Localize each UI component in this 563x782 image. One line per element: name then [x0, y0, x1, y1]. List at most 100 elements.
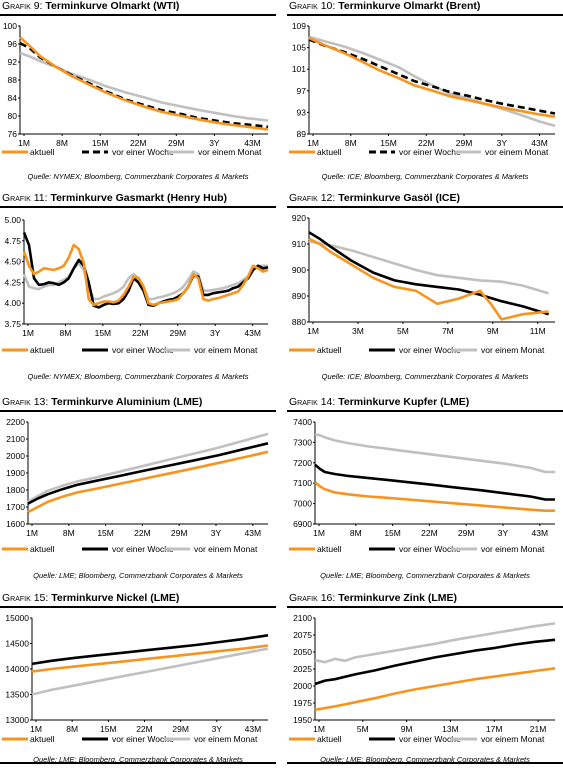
current-legend-label: aktuell	[317, 147, 342, 157]
panel-title: Grafik 13: Terminkurve Aluminium (LME)	[2, 396, 202, 408]
chart-source: Quelle: LME; Bloomberg, Commerzbank Corp…	[33, 755, 243, 764]
y-tick-label: 7200	[293, 458, 312, 468]
x-tick-label: 29M	[456, 138, 473, 148]
y-tick-label: 7000	[293, 499, 312, 509]
y-tick-label: 4.50	[4, 257, 21, 267]
month-series-line	[27, 432, 269, 504]
y-tick-label: 15000	[5, 613, 29, 623]
legend: aktuell vor einer Woche vor einem Monat	[289, 544, 545, 554]
legend: aktuell vor einer Woche vor einem Monat	[2, 544, 258, 554]
chart-source: Quelle: LME; Bloomberg, Commerzbank Corp…	[320, 755, 530, 764]
x-tick-label: 15M	[384, 528, 401, 538]
panel-header: Grafik 9: Terminkurve Olmarkt (WTI)	[0, 0, 276, 16]
week-series-line	[308, 38, 556, 115]
y-tick-label: 101	[292, 64, 306, 74]
y-tick-label: 900	[292, 265, 306, 275]
x-tick-label: 3Y	[212, 724, 223, 734]
x-tick-label: 3Y	[211, 528, 222, 538]
y-tick-label: 2200	[6, 417, 25, 427]
panel-header: Grafik 13: Terminkurve Aluminium (LME)	[0, 396, 276, 412]
week-legend-label: vor einer Woche	[112, 147, 174, 157]
x-tick-label: 29M	[171, 528, 188, 538]
week-legend-label: vor einer Woche	[112, 544, 174, 554]
current-legend-label: aktuell	[30, 544, 55, 554]
x-tick-label: 9M	[401, 724, 413, 734]
y-tick-label: 2000	[293, 681, 312, 691]
y-tick-label: 1700	[6, 502, 25, 512]
x-tick-label: 15M	[95, 328, 112, 338]
x-tick-label: 1M	[30, 724, 42, 734]
x-tick-label: 17M	[486, 724, 503, 734]
x-tick-label: 15M	[92, 138, 109, 148]
chart-title: Terminkurve Gasöl (ICE)	[338, 192, 460, 204]
panel-title: Grafik 12: Terminkurve Gasöl (ICE)	[289, 192, 460, 204]
week-legend-label: vor einer Woche	[399, 345, 461, 355]
x-tick-label: 1M	[18, 138, 30, 148]
x-tick-label: 15M	[380, 138, 397, 148]
y-tick-label: 88	[8, 75, 18, 85]
chart-source: Quelle: LME; Bloomberg, Commerzbank Corp…	[320, 571, 530, 580]
x-tick-label: 15M	[100, 724, 117, 734]
week-legend-label: vor einer Woche	[112, 345, 174, 355]
y-tick-label: 4.25	[4, 277, 21, 287]
current-series-line	[314, 481, 555, 512]
figure-label: Grafik 15:	[2, 592, 49, 604]
y-tick-label: 880	[292, 317, 306, 327]
chart-title: Terminkurve Nickel (LME)	[51, 592, 180, 604]
chart-source: Quelle: NYMEX; Bloomberg, Commerzbank Co…	[27, 372, 249, 381]
chart-title: Terminkurve Kupfer (LME)	[338, 396, 470, 408]
x-tick-label: 11M	[530, 326, 546, 336]
x-tick-label: 8M	[60, 328, 72, 338]
x-tick-label: 3M	[352, 326, 364, 336]
y-tick-label: 4.75	[4, 236, 21, 246]
month-legend-label: vor einem Monat	[194, 544, 258, 554]
panel-header: Grafik 15: Terminkurve Nickel (LME)	[0, 592, 276, 608]
y-tick-label: 890	[292, 291, 306, 301]
month-legend-label: vor einem Monat	[194, 734, 258, 744]
month-series-line	[308, 240, 549, 295]
x-tick-label: 8M	[350, 528, 362, 538]
y-tick-label: 93	[297, 107, 307, 117]
current-legend-label: aktuell	[30, 345, 55, 355]
chart-source: Quelle: ICE; Bloomberg, Commerzbank Corp…	[321, 372, 529, 381]
panel-4: Grafik 12: Terminkurve Gasöl (ICE) 880 89…	[287, 192, 563, 382]
panel-3: Grafik 11: Terminkurve Gasmarkt (Henry H…	[0, 192, 276, 382]
y-tick-label: 80	[8, 111, 18, 121]
x-tick-label: 43M	[531, 138, 548, 148]
panel-header: Grafik 16: Terminkurve Zink (LME)	[287, 592, 563, 608]
month-legend-label: vor einem Monat	[481, 345, 545, 355]
week-legend-label: vor einer Woche	[399, 147, 461, 157]
panel-8: Grafik 16: Terminkurve Zink (LME) 1950 19…	[287, 592, 563, 782]
panel-title: Grafik 9: Terminkurve Olmarkt (WTI)	[2, 0, 179, 12]
month-legend-label: vor einem Monat	[481, 734, 545, 744]
figure-label: Grafik 14:	[289, 396, 336, 408]
chart-title: Terminkurve Olmarkt (Brent)	[338, 0, 481, 12]
x-tick-label: 29M	[169, 328, 186, 338]
x-tick-label: 21M	[530, 724, 547, 734]
axes: 1600 1700 1800 1900 2000 2100 2200 1M 8M 15M 22M 29…	[6, 417, 268, 538]
y-tick-label: 1950	[293, 715, 312, 725]
x-tick-label: 8M	[56, 138, 68, 148]
y-tick-label: 2075	[293, 630, 312, 640]
legend: aktuell vor einer Woche vor einem Monat	[2, 147, 262, 157]
y-tick-label: 7100	[293, 478, 312, 488]
month-legend-label: vor einem Monat	[481, 544, 545, 554]
chart-aluminium: 1600 1700 1800 1900 2000 2100 2200 1M 8M 15M 22M 29…	[2, 417, 269, 554]
y-tick-label: 2000	[6, 451, 25, 461]
x-tick-label: 22M	[134, 528, 151, 538]
current-legend-label: aktuell	[30, 734, 55, 744]
x-tick-label: 43M	[245, 528, 262, 538]
y-tick-label: 89	[297, 129, 307, 139]
panel-7: Grafik 15: Terminkurve Nickel (LME) 1300…	[0, 592, 276, 782]
y-tick-label: 109	[292, 21, 306, 31]
legend: aktuell vor einer Woche vor einem Monat	[289, 345, 545, 355]
y-tick-label: 920	[292, 213, 306, 223]
y-tick-label: 7400	[293, 417, 312, 427]
axes: 3.75 4.00 4.25 4.50 4.75 5.00 1M 8M 15M 22M 29M 3Y 4…	[4, 215, 268, 338]
panel-6: Grafik 14: Terminkurve Kupfer (LME) 6900…	[287, 396, 563, 586]
y-tick-label: 910	[292, 239, 306, 249]
panel-title: Grafik 11: Terminkurve Gasmarkt (Henry H…	[2, 192, 227, 204]
x-tick-label: 43M	[244, 328, 261, 338]
chart-source: Quelle: ICE; Bloomberg, Commerzbank Corp…	[321, 172, 529, 181]
